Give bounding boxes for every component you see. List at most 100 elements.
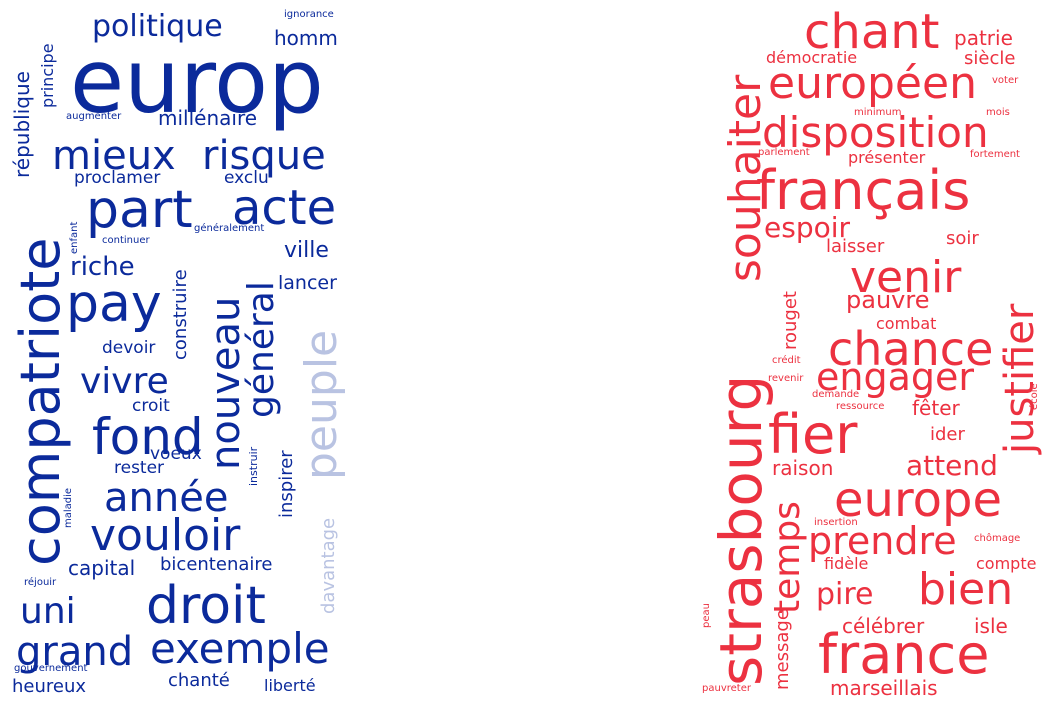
word: message — [772, 609, 793, 690]
word: exclu — [224, 168, 269, 188]
word: uni — [20, 591, 76, 632]
word: pauvre — [846, 286, 930, 314]
word: acte — [232, 180, 337, 236]
word: lancer — [278, 272, 337, 294]
word: marseillais — [830, 676, 938, 700]
word: voter — [992, 75, 1019, 86]
word: bicentenaire — [160, 554, 273, 575]
word: construire — [170, 269, 191, 360]
word: prendre — [808, 519, 957, 563]
word: chant — [804, 4, 940, 60]
word: chance — [828, 322, 994, 376]
word: part — [86, 180, 193, 240]
word: chômage — [974, 533, 1021, 544]
word: devoir — [102, 338, 156, 358]
word: croit — [132, 396, 170, 416]
word-cloud-right: chant européen démocratie patrie siècle … — [680, 0, 1060, 713]
word: instruir — [247, 446, 260, 486]
word: compte — [976, 554, 1037, 573]
word: temps — [767, 501, 808, 614]
word: peuple — [296, 329, 347, 480]
word: célébrer — [842, 614, 925, 638]
word: présenter — [848, 148, 926, 167]
word: continuer — [102, 235, 150, 246]
word: europe — [834, 472, 1002, 528]
word: démocratie — [766, 48, 858, 67]
word: ville — [284, 238, 329, 263]
word: attend — [906, 449, 998, 482]
word: demande — [812, 389, 860, 400]
word: france — [818, 623, 990, 686]
word: davantage — [318, 517, 339, 614]
word: isle — [974, 614, 1008, 638]
word: strasbourg — [707, 374, 775, 686]
word: homm — [274, 26, 338, 50]
word: soir — [946, 228, 979, 249]
word: pauvreter — [702, 683, 751, 694]
word: ider — [930, 424, 965, 445]
word: minimum — [854, 107, 902, 118]
word: nouveau — [203, 296, 249, 470]
word: riche — [70, 252, 135, 282]
word: politique — [92, 9, 223, 44]
word-cloud-left: europ pay part acte mieux risque droit e… — [0, 0, 370, 713]
word: combat — [876, 314, 937, 333]
word: inspirer — [276, 450, 297, 518]
word: réjouir — [24, 577, 57, 588]
word: patrie — [954, 26, 1013, 50]
word: vouloir — [90, 510, 241, 561]
word: peau — [701, 603, 712, 628]
word: fêter — [912, 396, 960, 420]
word: exemple — [150, 624, 330, 673]
word: généralement — [194, 223, 265, 234]
word: europ — [70, 30, 324, 133]
word: pire — [816, 577, 874, 612]
word: crédit — [772, 355, 801, 366]
word: engager — [816, 355, 974, 399]
word: siècle — [964, 48, 1016, 69]
word: heureux — [12, 676, 87, 697]
word: mieux — [52, 133, 176, 179]
word: pay — [66, 274, 162, 334]
word: européen — [768, 58, 977, 109]
word: fond — [92, 408, 204, 466]
word: venir — [850, 252, 962, 303]
word: droit — [146, 576, 266, 636]
word: capital — [68, 556, 136, 580]
word: mois — [986, 107, 1010, 118]
word: ressource — [836, 401, 885, 412]
word: général — [241, 281, 282, 418]
word: bien — [918, 564, 1014, 615]
word: fier — [768, 403, 858, 466]
word: augmenter — [66, 111, 122, 122]
word: espoir — [764, 211, 851, 244]
word: rester — [114, 458, 165, 478]
word: revenir — [768, 373, 804, 384]
word: gouvernement — [14, 663, 88, 674]
word: école — [1029, 383, 1040, 410]
word: année — [104, 475, 229, 521]
word: république — [10, 71, 34, 178]
word: millénaire — [158, 106, 258, 130]
word: voeux — [150, 444, 202, 464]
word: rouget — [780, 291, 801, 350]
word: souhaiter — [720, 74, 771, 282]
word: disposition — [762, 108, 989, 157]
word: chanté — [168, 670, 230, 691]
word: proclamer — [74, 168, 161, 188]
word: fortement — [970, 149, 1020, 160]
word: grand — [16, 629, 134, 675]
word: parlement — [758, 147, 810, 158]
word: compatriote — [9, 237, 72, 566]
word: insertion — [814, 517, 858, 528]
word: enfant — [69, 221, 80, 254]
word: raison — [772, 456, 834, 480]
word: laisser — [826, 236, 885, 257]
word: vivre — [80, 361, 169, 402]
word: risque — [202, 133, 326, 179]
word: principe — [38, 43, 57, 108]
word: français — [756, 159, 971, 222]
word: ignorance — [284, 9, 334, 20]
word: justifier — [997, 303, 1043, 454]
word: maladie — [63, 487, 74, 528]
